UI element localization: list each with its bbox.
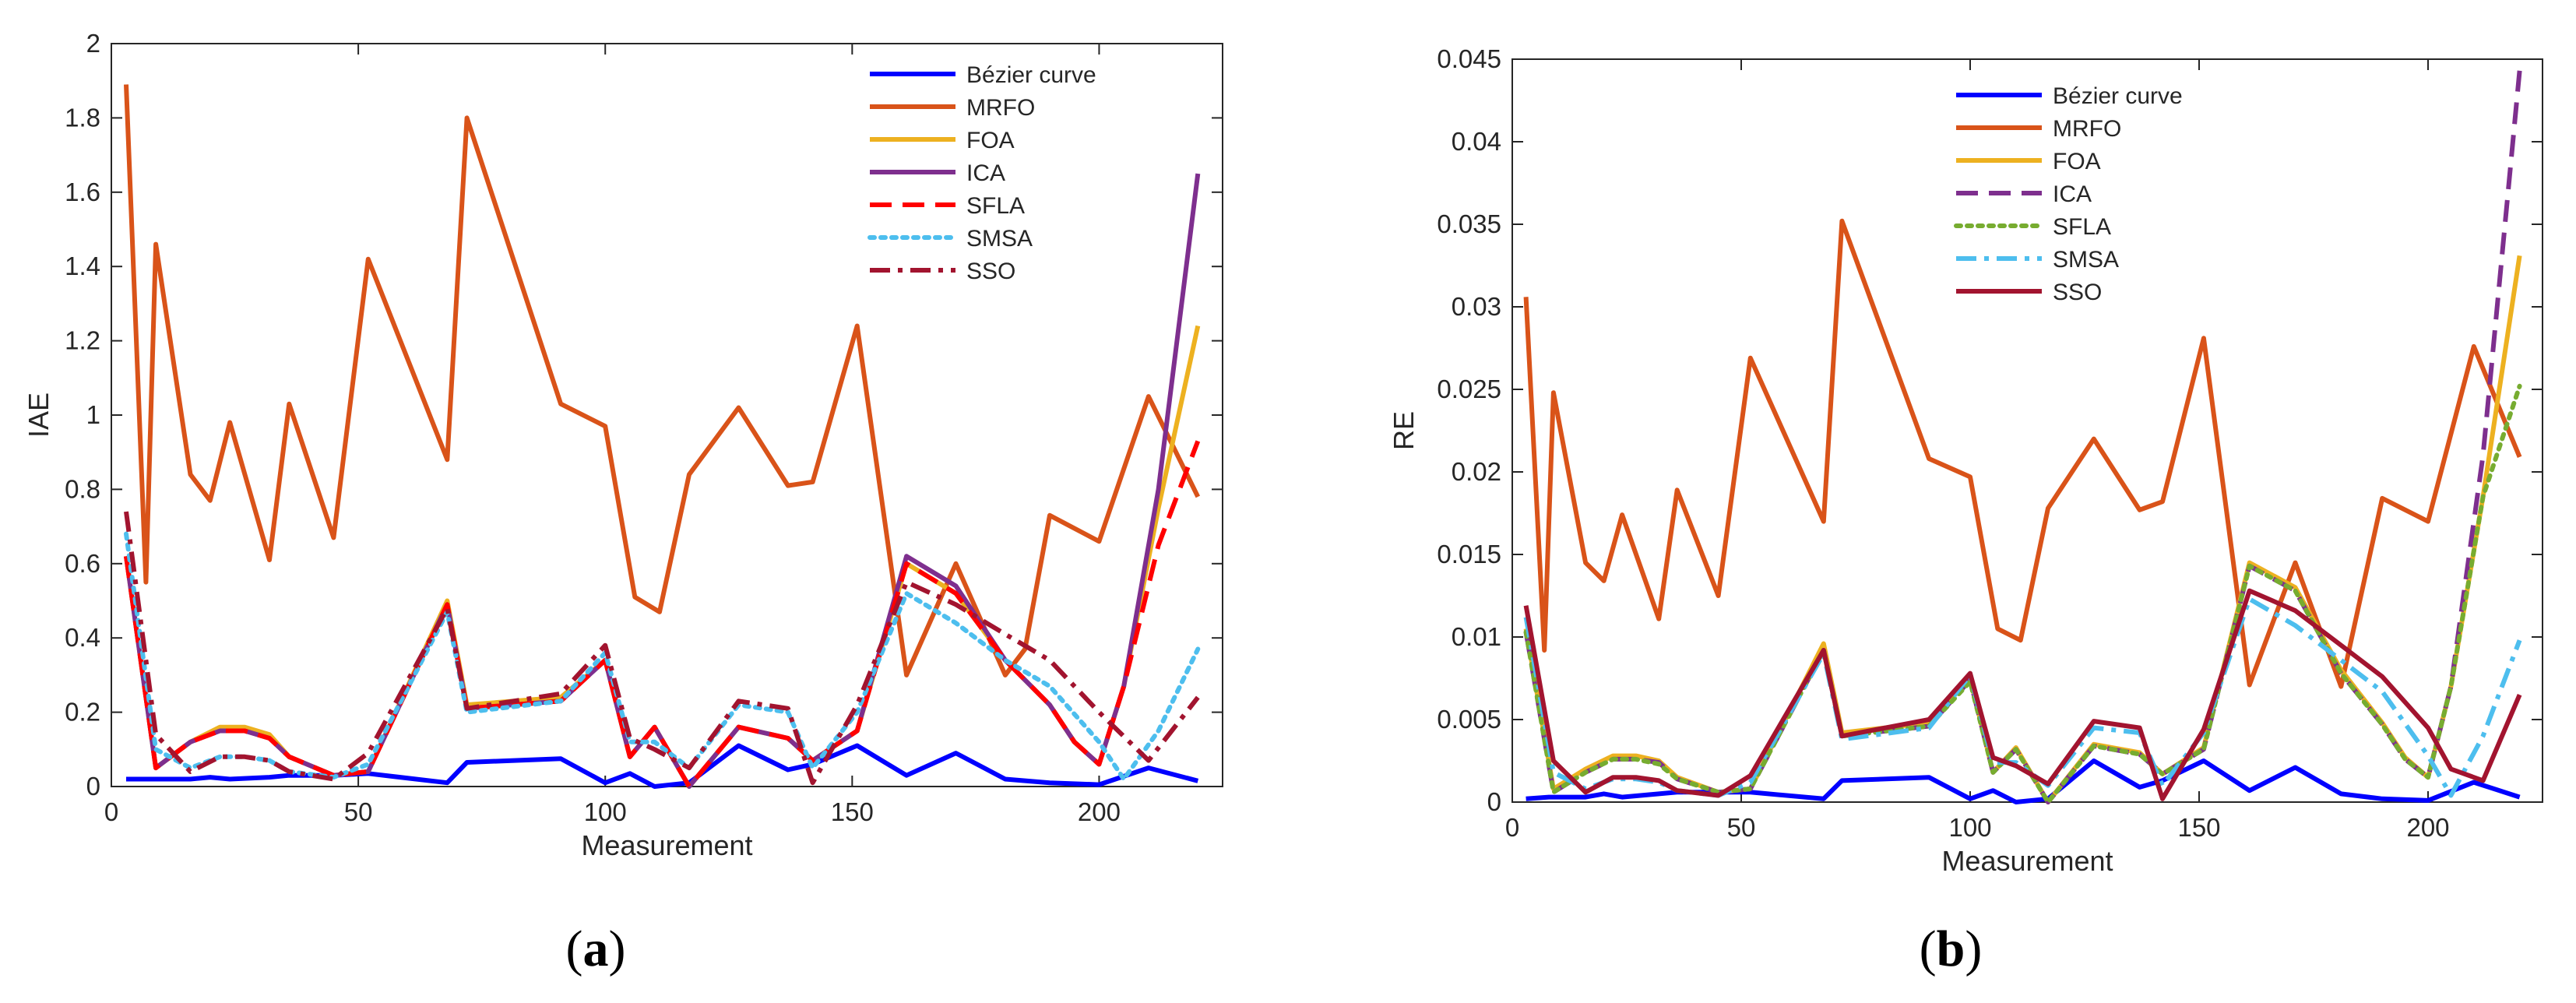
y-tick-label: 0.8 xyxy=(65,474,100,503)
legend: Bézier curve MRFO FOA ICA SFLA SMSA SSO xyxy=(1954,83,2183,305)
series-line-sso xyxy=(124,511,1200,786)
y-tick-label: 1.8 xyxy=(65,103,100,132)
y-tick-label: 0.2 xyxy=(65,698,100,727)
legend-label-sso: SSO xyxy=(2053,280,2102,305)
legend-label-sso: SSO xyxy=(966,259,1015,284)
y-axis-label: RE xyxy=(1388,411,1420,450)
legend-label-bezier-curve: Bézier curve xyxy=(2053,83,2183,109)
y-tick-label: 1.6 xyxy=(65,178,100,206)
series-line-mrfo xyxy=(124,84,1200,677)
plot-area-frame xyxy=(111,43,1223,787)
y-tick-label: 1 xyxy=(86,400,100,429)
panel-caption: (a) xyxy=(566,920,626,977)
x-tick-label: 100 xyxy=(584,797,627,826)
series-line-foa xyxy=(124,325,1201,789)
y-tick-label: 0.04 xyxy=(1452,127,1501,156)
legend-label-mrfo: MRFO xyxy=(2053,116,2121,142)
legend-label-bezier-curve: Bézier curve xyxy=(966,62,1096,88)
x-tick-label: 100 xyxy=(1948,813,1991,842)
y-tick-label: 1.2 xyxy=(65,326,100,355)
x-tick-label: 150 xyxy=(2177,813,2220,842)
series-line-sso xyxy=(1523,588,2522,801)
series-group xyxy=(1523,70,2522,804)
series-line-smsa xyxy=(124,531,1201,782)
plot-area-frame xyxy=(1511,58,2543,803)
series-group xyxy=(124,84,1201,789)
series-line-bezier-curve xyxy=(126,743,1199,789)
legend-label-sfla: SFLA xyxy=(966,193,1025,219)
chart-panel-a: 0 50 100 150 200 0 0.2 0.4 0.6 0.8 1 1.2 1.4 1.6 1.8 2 M… xyxy=(23,29,1223,977)
y-tick-label: 0 xyxy=(86,772,100,801)
x-tick-label: 0 xyxy=(1505,813,1519,842)
y-tick-label: 1.4 xyxy=(65,252,100,280)
legend-label-smsa: SMSA xyxy=(2053,247,2119,273)
legend: Bézier curve MRFO FOA ICA SFLA SMSA SSO xyxy=(867,62,1096,284)
x-axis-label: Measurement xyxy=(581,829,752,861)
x-tick-label: 200 xyxy=(2406,813,2449,842)
x-tick-label: 200 xyxy=(1078,797,1121,826)
y-tick-label: 0.4 xyxy=(65,623,100,652)
panel-caption: (b) xyxy=(1920,920,1983,977)
series-line-ica xyxy=(1523,70,2522,804)
series-line-bezier-curve xyxy=(1526,758,2521,804)
series-line-foa xyxy=(1523,255,2522,804)
y-tick-label: 0.03 xyxy=(1452,292,1501,321)
legend-label-ica: ICA xyxy=(2053,181,2092,207)
x-axis-label: Measurement xyxy=(1941,845,2113,877)
legend-label-ica: ICA xyxy=(966,160,1005,186)
x-tick-label: 0 xyxy=(104,797,118,826)
x-tick-label: 50 xyxy=(1727,813,1756,842)
y-axis-label: IAE xyxy=(23,392,55,438)
y-tick-label: 0 xyxy=(1487,787,1501,816)
y-tick-label: 0.025 xyxy=(1437,375,1501,403)
legend-label-sfla: SFLA xyxy=(2053,214,2111,240)
x-tick-label: 150 xyxy=(831,797,874,826)
legend-label-smsa: SMSA xyxy=(966,226,1033,252)
y-tick-label: 0.01 xyxy=(1452,622,1501,651)
y-tick-label: 0.02 xyxy=(1452,457,1501,486)
series-line-sfla xyxy=(124,440,1201,789)
y-tick-label: 0.045 xyxy=(1437,44,1501,73)
y-tick-label: 0.005 xyxy=(1437,705,1501,734)
legend-label-foa: FOA xyxy=(966,128,1015,153)
y-tick-label: 0.6 xyxy=(65,549,100,578)
legend-label-mrfo: MRFO xyxy=(966,95,1035,121)
y-tick-label: 0.035 xyxy=(1437,209,1501,238)
chart-panel-b: 0 50 100 150 200 0 0.005 0.01 0.015 0.02 0.025 0.03… xyxy=(1388,44,2543,977)
series-line-sfla xyxy=(1523,383,2522,804)
y-tick-label: 2 xyxy=(86,29,100,58)
y-tick-label: 0.015 xyxy=(1437,540,1501,568)
x-tick-label: 50 xyxy=(344,797,373,826)
legend-label-foa: FOA xyxy=(2053,149,2101,174)
